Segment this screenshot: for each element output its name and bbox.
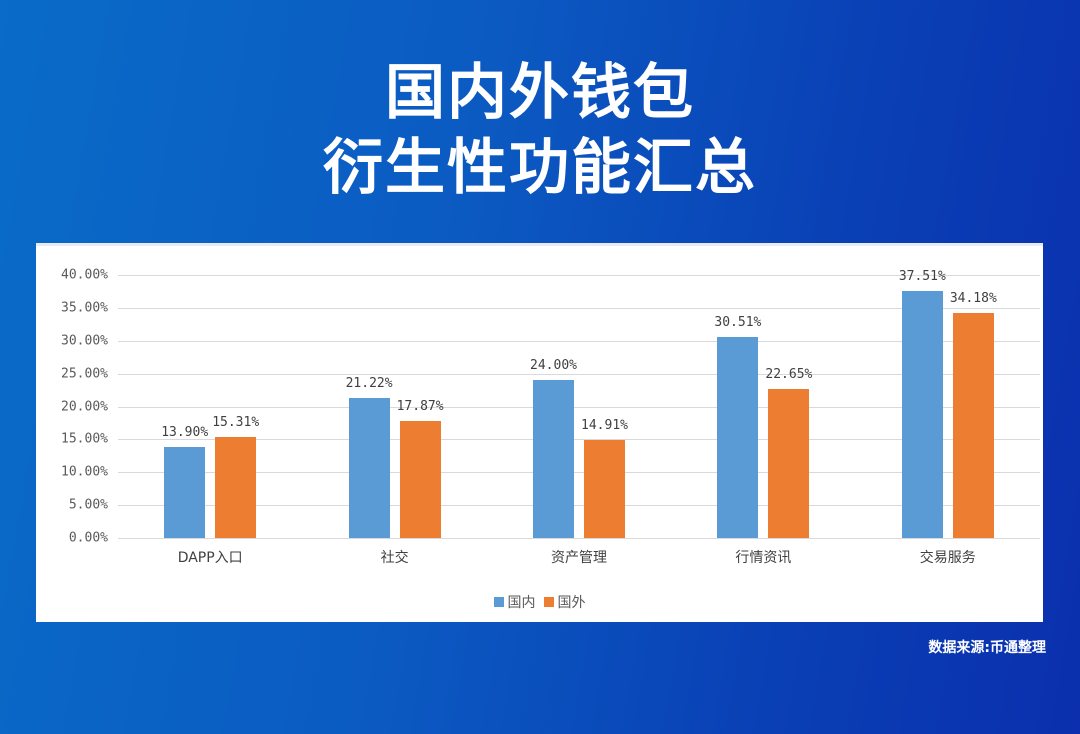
legend-item-domestic: 国内 xyxy=(493,592,536,612)
x-axis-category-label: 社交 xyxy=(380,550,409,566)
x-axis-category-label: 行情资讯 xyxy=(735,550,792,566)
bar-domestic xyxy=(348,398,390,538)
data-label: 17.87% xyxy=(396,398,444,414)
chart-panel: 0.00% 5.00% 10.00% 15.00% 20.00% 25.00% 30.00%… xyxy=(36,243,1043,622)
y-axis-tick-label: 5.00% xyxy=(68,497,108,513)
y-axis-tick-label: 40.00% xyxy=(61,267,108,283)
legend-swatch-foreign xyxy=(543,597,554,607)
bar-domestic xyxy=(164,446,206,538)
legend: 国内 国外 xyxy=(36,592,1043,612)
data-label: 14.91% xyxy=(581,417,628,433)
data-label: 13.90% xyxy=(161,424,209,440)
bar-foreign xyxy=(768,389,810,538)
data-label: 34.18% xyxy=(949,291,997,307)
page-title-line-1: 国内外钱包 xyxy=(385,58,695,128)
gridline xyxy=(118,275,1040,276)
bar-foreign xyxy=(399,420,441,538)
gridline xyxy=(118,472,1040,474)
bar-foreign xyxy=(952,313,994,538)
legend-item-foreign: 国外 xyxy=(543,592,586,612)
gridline xyxy=(118,439,1040,441)
legend-label-foreign: 国外 xyxy=(557,595,586,611)
x-axis-category-label: 资产管理 xyxy=(551,550,607,566)
data-label: 24.00% xyxy=(530,358,577,374)
gridline xyxy=(118,406,1040,408)
plot-area: 0.00% 5.00% 10.00% 15.00% 20.00% 25.00% 30.00%… xyxy=(61,268,1040,566)
gridline xyxy=(118,538,1040,539)
bar-domestic xyxy=(533,380,574,538)
bar-foreign xyxy=(584,439,625,538)
gridline xyxy=(118,340,1040,342)
data-source-note: 数据来源:币通整理 xyxy=(928,640,1046,656)
data-label: 22.65% xyxy=(765,367,813,383)
gridline xyxy=(118,373,1040,375)
bar-foreign xyxy=(215,437,257,538)
x-axis-category-label: DAPP入口 xyxy=(177,550,243,566)
y-axis-tick-label: 35.00% xyxy=(61,300,108,316)
data-label: 15.31% xyxy=(212,415,260,431)
y-axis-tick-label: 30.00% xyxy=(61,333,108,349)
data-label: 37.51% xyxy=(898,269,946,285)
y-axis-tick-label: 0.00% xyxy=(68,530,108,546)
y-axis-tick-label: 10.00% xyxy=(61,464,108,480)
bar-domestic xyxy=(717,337,759,538)
bar-domestic xyxy=(901,291,943,538)
x-axis-category-label: 交易服务 xyxy=(919,550,976,566)
page-title-line-2: 衍生性功能汇总 xyxy=(323,133,757,203)
y-axis-tick-label: 25.00% xyxy=(61,366,108,382)
y-axis-tick-label: 20.00% xyxy=(61,399,108,414)
legend-label-domestic: 国内 xyxy=(507,595,536,611)
data-label: 30.51% xyxy=(714,315,762,331)
y-axis-tick-label: 15.00% xyxy=(61,431,108,447)
gridline xyxy=(118,505,1040,507)
data-label: 21.22% xyxy=(345,376,393,392)
legend-swatch-domestic xyxy=(493,597,504,607)
gridline xyxy=(118,307,1040,309)
